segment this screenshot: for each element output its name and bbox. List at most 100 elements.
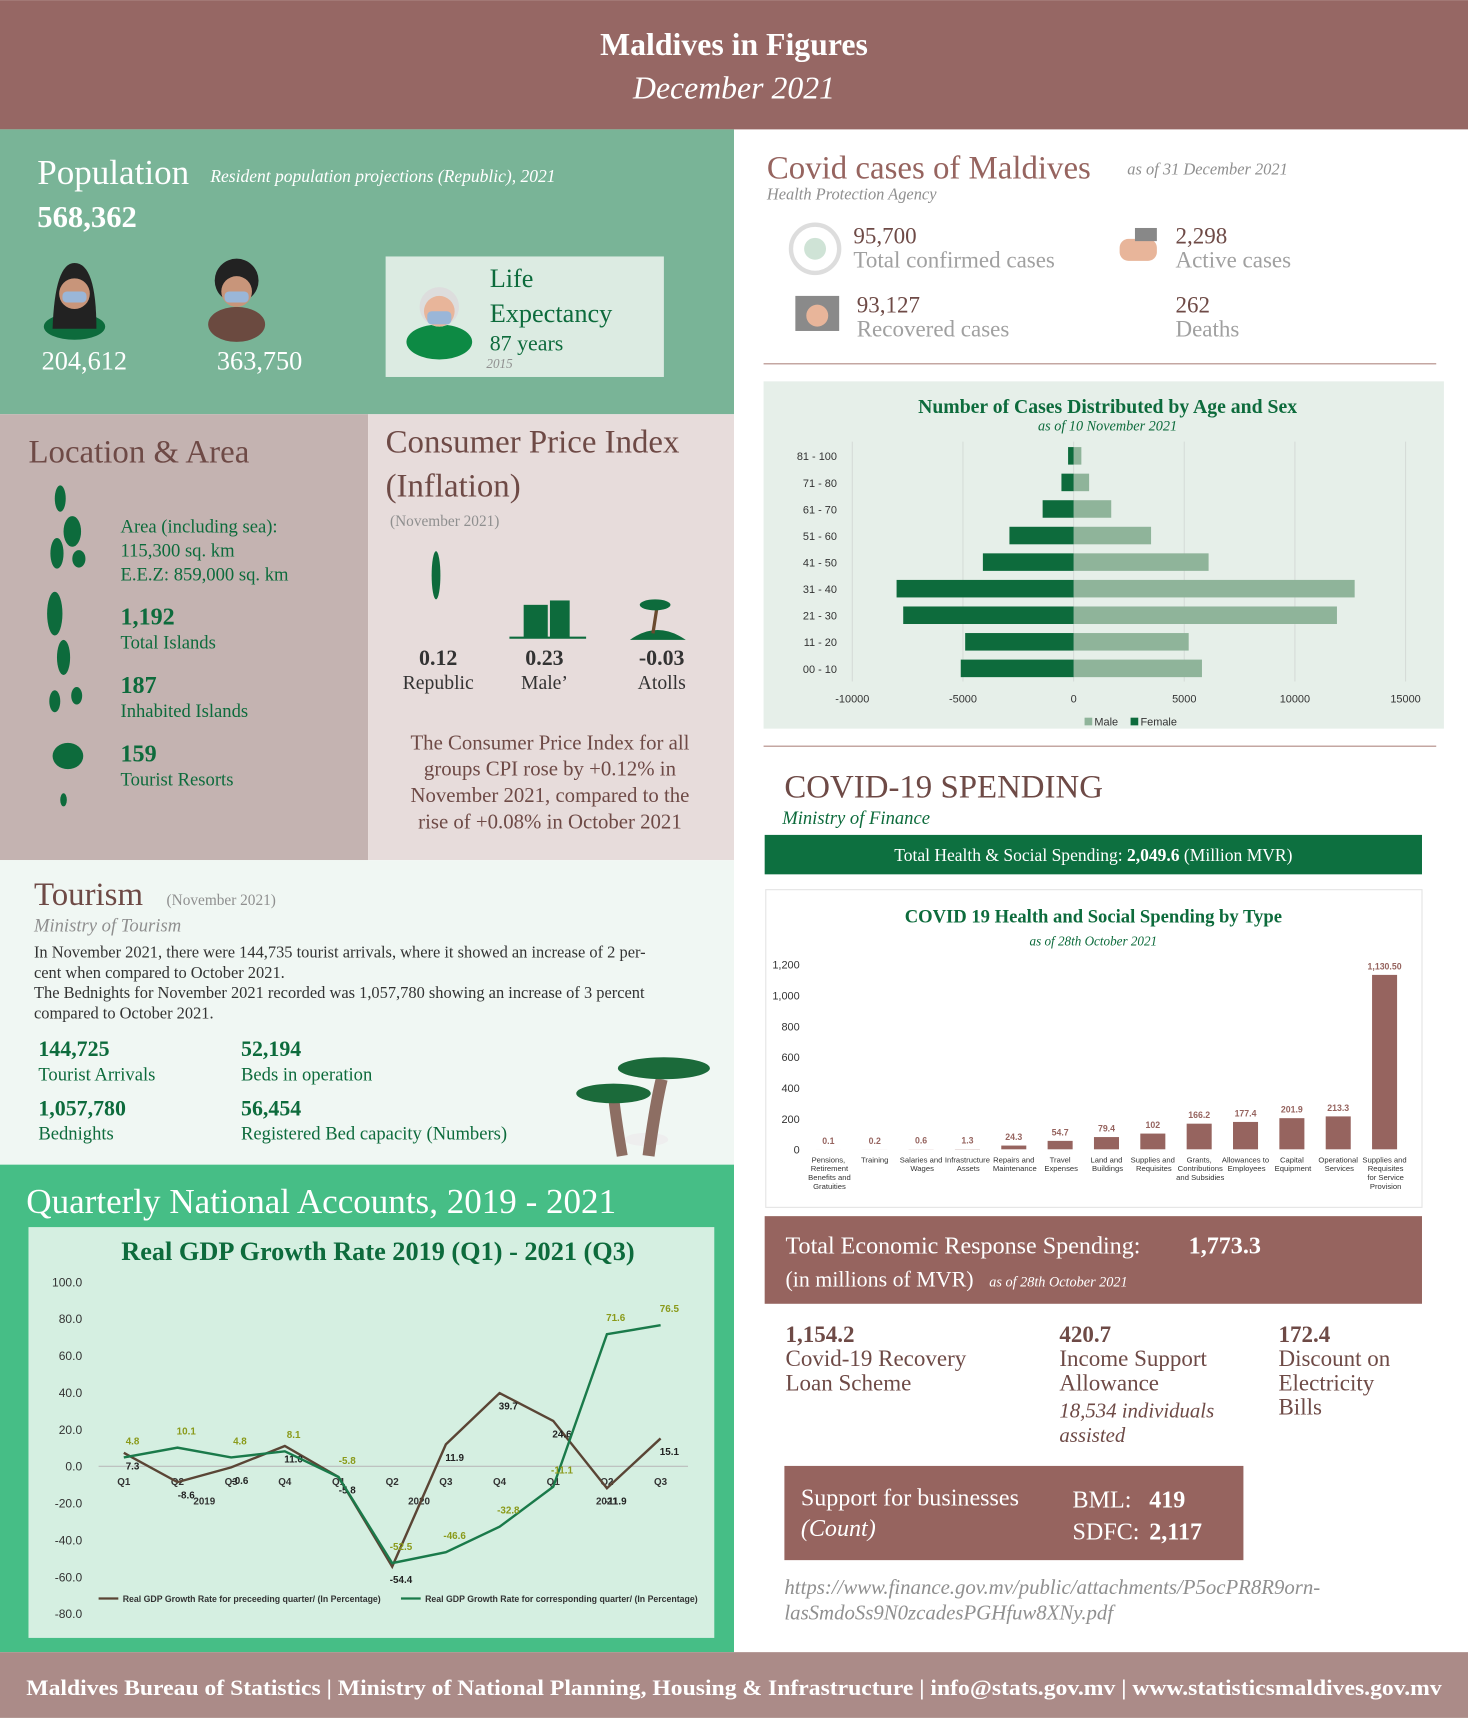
y-tick-label: 81 - 100 (797, 451, 837, 463)
support-label: BML: (1073, 1488, 1132, 1514)
cpi-icons (431, 551, 686, 640)
y-tick-label: 200 (781, 1114, 799, 1126)
value-label: 166.2 (1188, 1110, 1210, 1120)
y-tick-label: 600 (781, 1052, 799, 1064)
gdp-chart-box (28, 1227, 715, 1638)
elder-icon (406, 287, 473, 360)
y-tick-label: 41 - 50 (803, 557, 837, 569)
bar (1042, 500, 1074, 518)
y-tick-label: 20.0 (59, 1423, 83, 1437)
footer-text: Maldives Bureau of Statistics | Ministry… (26, 1675, 1441, 1700)
value-label: 39.7 (499, 1402, 519, 1413)
section-source: Health Protection Agency (766, 184, 937, 203)
y-tick-label: 100.0 (52, 1275, 82, 1289)
y-tick-label: 60.0 (59, 1349, 83, 1363)
female-icon (43, 263, 106, 340)
cpi-text: rise of +0.08% in October 2021 (418, 809, 682, 833)
cpi-value: 0.23 (525, 645, 563, 670)
section-title: Consumer Price Index (386, 425, 680, 461)
value-label: 4.8 (233, 1436, 247, 1447)
value-label: 71.6 (606, 1313, 626, 1324)
bar (1073, 447, 1082, 465)
page-subtitle: December 2021 (632, 71, 835, 106)
value-label: 0.6 (915, 1136, 927, 1146)
x-tick-label: -10000 (835, 693, 869, 705)
total-spending-band (764, 834, 1422, 875)
y-tick-label: -40.0 (55, 1533, 83, 1547)
stat-value: 144,725 (38, 1036, 109, 1061)
value-label: 24.6 (552, 1429, 572, 1440)
economic-item-label: Bills (1278, 1394, 1322, 1419)
stat-value: 159 (121, 741, 157, 767)
stat-label: Beds in operation (241, 1064, 373, 1085)
legend-swatch (1084, 717, 1093, 726)
y-tick-label: 31 - 40 (803, 584, 837, 596)
x-tick-label: Land and Buildings (1090, 1155, 1123, 1173)
x-tick-label: Operational Services (1318, 1155, 1358, 1173)
area-line: 115,300 sq. km (121, 541, 236, 562)
bar (1073, 526, 1152, 545)
value-label: 24.3 (1005, 1132, 1022, 1142)
bar (1073, 473, 1090, 492)
value-label: 79.4 (1098, 1124, 1115, 1134)
bar (1233, 1121, 1259, 1150)
y-tick-label: -20.0 (55, 1497, 83, 1511)
y-tick-label: 1,000 (772, 990, 799, 1002)
x-tick-label: Q2 (386, 1477, 400, 1488)
value-label: -0.6 (231, 1476, 248, 1487)
y-tick-label: 400 (781, 1083, 799, 1095)
line-series (123, 1324, 661, 1565)
male-population: 363,750 (217, 346, 302, 375)
cpi-text: November 2021, compared to the (410, 783, 689, 807)
section-title: Quarterly National Accounts, 2019 - 2021 (26, 1182, 616, 1221)
stat-label: Total Islands (121, 633, 216, 654)
value-label: -46.6 (443, 1531, 466, 1542)
value-label: 11.9 (445, 1453, 464, 1464)
group-label: 2019 (193, 1497, 215, 1508)
area-line: Area (including sea): (121, 517, 278, 538)
value-label: -5.8 (339, 1456, 356, 1467)
x-tick-label: 0 (1071, 693, 1077, 705)
bar (965, 633, 1074, 651)
covid-label: Active cases (1175, 247, 1291, 272)
paragraph-line: cent when compared to October 2021. (34, 963, 285, 982)
covid-label: Recovered cases (857, 316, 1010, 341)
cpi-label: Male’ (521, 672, 568, 694)
total-spending: Total Health & Social Spending: 2,049.6 (M… (894, 845, 1292, 865)
economic-item-label: Covid-19 Recovery (785, 1346, 966, 1371)
legend-label: Real GDP Growth Rate for corresponding q… (425, 1594, 698, 1604)
x-tick-label: Q4 (278, 1477, 292, 1488)
cpi-text: groups CPI rose by +0.12% in (424, 757, 677, 781)
life-label: Life (490, 264, 534, 293)
section-subtitle: (November 2021) (167, 892, 276, 909)
x-tick-label: Grants, Contributions and Subsidies (1174, 1155, 1224, 1182)
total-part: 2,049.6 (1127, 845, 1180, 865)
y-tick-label: 21 - 30 (803, 611, 837, 623)
x-tick-label: Supplies and Requisites (1131, 1155, 1175, 1173)
legend-swatch (1130, 717, 1139, 726)
value-label: 0.1 (822, 1136, 834, 1146)
x-tick-label: Capital Equipment (1273, 1155, 1313, 1173)
bar (1047, 1140, 1073, 1150)
section-title: Tourism (34, 877, 143, 913)
stat-value: 187 (121, 673, 157, 699)
economic-date: as of 28th October 2021 (989, 1274, 1127, 1290)
source-link: https://www.finance.gov.mv/public/attach… (784, 1575, 1320, 1599)
page-title: Maldives in Figures (600, 27, 868, 62)
bar (1073, 500, 1112, 518)
spending-chart-box (765, 889, 1423, 1208)
value-label: 76.5 (660, 1304, 680, 1315)
x-tick-label: Q3 (439, 1477, 453, 1488)
economic-item-value: 1,154.2 (785, 1322, 854, 1347)
bar (1061, 473, 1074, 492)
x-tick-label: 10000 (1280, 693, 1310, 705)
bar (982, 553, 1074, 571)
x-tick-label: Q3 (225, 1477, 239, 1488)
cpi-label: Atolls (638, 672, 686, 694)
economic-item-note: assisted (1059, 1423, 1125, 1447)
x-tick-label: 15000 (1390, 693, 1420, 705)
bar (1068, 447, 1074, 465)
bar (1073, 633, 1189, 651)
value-label: -54.4 (390, 1575, 413, 1586)
